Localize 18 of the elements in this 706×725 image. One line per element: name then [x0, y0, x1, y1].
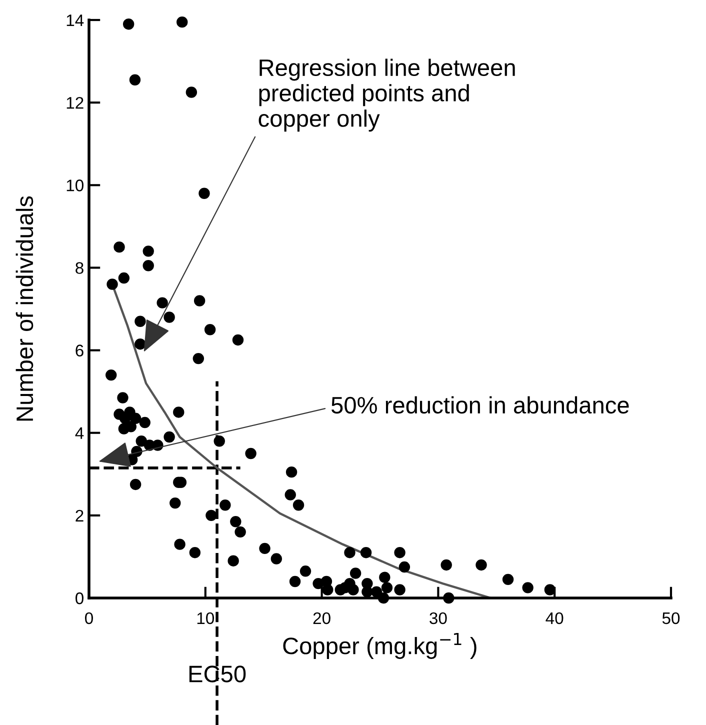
y-tick-label: 12 — [66, 96, 84, 109]
x-axis-title: Copper (mg.kg$^{−1}$ ) — [283, 632, 476, 659]
y-tick-label: 14 — [66, 14, 84, 26]
annotation: Regression line between predicted points and copper only — [258, 58, 515, 132]
y-tick-label: 8 — [76, 262, 84, 274]
y-tick-label: 6 — [76, 344, 84, 356]
x-tick-label: 40 — [546, 612, 564, 624]
y-tick-label: 2 — [76, 510, 84, 522]
annotation: 50% reduction in abundance — [331, 396, 629, 414]
y-axis-title: Number of individuals — [16, 196, 34, 421]
x-tick-label: 20 — [313, 612, 330, 624]
x-tick-label: 0 — [85, 612, 93, 624]
y-tick-label: 0 — [76, 592, 84, 604]
y-tick-label: 10 — [66, 180, 84, 192]
y-tick-label: 4 — [75, 427, 84, 439]
x-tick-label: 10 — [197, 612, 214, 624]
x-tick-label: 50 — [662, 612, 680, 624]
x-tick-label: 30 — [430, 612, 447, 624]
